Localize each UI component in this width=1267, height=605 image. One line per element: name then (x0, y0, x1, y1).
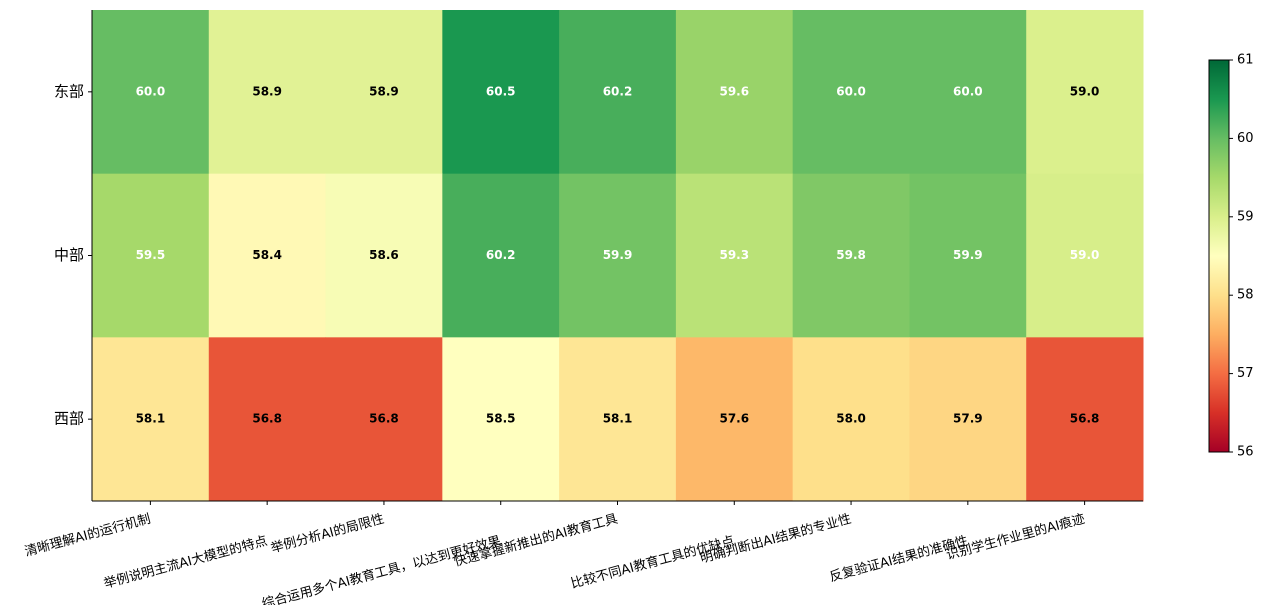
heatmap-cell (559, 173, 677, 338)
heatmap-cell (442, 337, 560, 502)
cell-label: 58.6 (369, 248, 399, 262)
colorbar-tick-label: 57 (1237, 366, 1254, 381)
heatmap-cell (325, 337, 443, 502)
heatmap-cell (792, 173, 910, 338)
heatmap-cell (442, 10, 560, 175)
heatmap-cell (92, 337, 210, 502)
heatmap-cell (559, 10, 677, 175)
cell-label: 60.5 (486, 84, 516, 98)
cell-label: 60.0 (136, 84, 166, 98)
cell-label: 56.8 (1070, 412, 1100, 426)
heatmap-cell (559, 337, 677, 502)
cell-label: 58.1 (136, 412, 166, 426)
cell-label: 59.9 (603, 248, 633, 262)
heatmap-cell (1026, 10, 1144, 175)
heatmap-cell (792, 10, 910, 175)
colorbar-tick-label: 60 (1237, 131, 1254, 146)
cell-label: 58.1 (603, 412, 633, 426)
cell-label: 59.0 (1070, 248, 1100, 262)
cell-label: 60.2 (603, 84, 633, 98)
heatmap-cell (92, 173, 210, 338)
cell-label: 59.8 (836, 248, 866, 262)
cell-label: 56.8 (252, 412, 282, 426)
x-tick-label: 清晰理解AI的运行机制 (23, 511, 152, 560)
cell-label: 59.3 (719, 248, 749, 262)
cell-label: 59.6 (719, 84, 749, 98)
cell-label: 58.9 (252, 84, 282, 98)
cell-label: 60.2 (486, 248, 516, 262)
cell-label: 60.0 (953, 84, 983, 98)
y-tick-label: 东部 (54, 82, 84, 100)
cell-label: 59.0 (1070, 84, 1100, 98)
heatmap-cell (909, 337, 1027, 502)
cell-label: 58.5 (486, 412, 516, 426)
heatmap-cell (208, 337, 327, 502)
cell-label: 59.5 (136, 248, 166, 262)
heatmap-cell (208, 173, 327, 338)
heatmap-cell (909, 173, 1027, 338)
heatmap-cell (442, 173, 560, 338)
heatmap-cell (208, 10, 327, 175)
cell-label: 58.4 (252, 248, 282, 262)
heatmap-cell (792, 337, 910, 502)
heatmap-cell (325, 173, 443, 338)
heatmap-cell (675, 337, 794, 502)
heatmap-cell (675, 173, 794, 338)
heatmap-cell (92, 10, 210, 175)
x-tick-label: 举例分析AI的局限性 (269, 511, 386, 557)
colorbar-tick-label: 58 (1237, 288, 1254, 303)
cell-label: 58.9 (369, 84, 399, 98)
heatmap-cell (1026, 173, 1144, 338)
cell-label: 58.0 (836, 412, 866, 426)
colorbar-tick-label: 56 (1237, 445, 1254, 460)
cell-label: 59.9 (953, 248, 983, 262)
heatmap-cell (909, 10, 1027, 175)
cell-label: 57.6 (719, 412, 749, 426)
heatmap-cell (675, 10, 794, 175)
cell-label: 60.0 (836, 84, 866, 98)
heatmap-cell (325, 10, 443, 175)
y-tick-label: 西部 (54, 410, 84, 428)
x-tick-label: 举例说明主流AI大模型的特点 (102, 533, 269, 592)
y-tick-label: 中部 (54, 246, 84, 264)
heatmap-cell (1026, 337, 1144, 502)
colorbar (1208, 59, 1230, 453)
colorbar-tick-label: 61 (1237, 53, 1254, 68)
cell-label: 57.9 (953, 412, 983, 426)
colorbar-tick-label: 59 (1237, 209, 1254, 224)
cell-label: 56.8 (369, 412, 399, 426)
